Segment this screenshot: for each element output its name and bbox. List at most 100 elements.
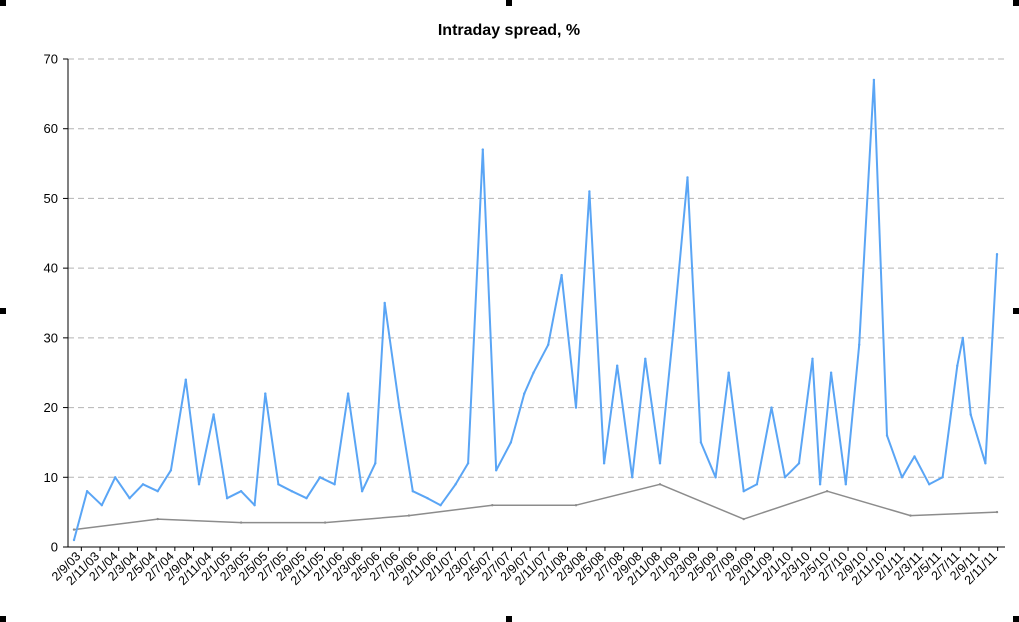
data-point — [961, 336, 964, 340]
data-point — [114, 476, 117, 479]
data-point — [532, 371, 535, 374]
data-point — [72, 528, 76, 531]
data-point — [491, 504, 494, 507]
data-point — [811, 357, 814, 360]
resize-handle-top-left[interactable] — [0, 0, 6, 6]
data-point — [383, 301, 386, 305]
data-point — [128, 497, 131, 500]
data-point — [523, 392, 526, 395]
grid-lines — [68, 58, 1005, 478]
resize-handle-bottom-right[interactable] — [1013, 616, 1019, 622]
data-point — [225, 497, 229, 500]
data-point — [290, 490, 293, 493]
y-tick-label: 20 — [44, 400, 58, 415]
y-axis-ticks: 0 10 20 30 40 50 60 70 — [44, 52, 68, 555]
data-point — [631, 476, 634, 479]
data-point — [141, 483, 145, 486]
data-point — [783, 476, 787, 479]
data-point — [797, 462, 801, 465]
data-point — [85, 490, 89, 493]
data-point — [156, 517, 159, 521]
data-point — [818, 483, 822, 486]
series — [72, 78, 999, 542]
data-point — [829, 371, 833, 374]
data-point — [742, 517, 745, 521]
data-point — [755, 483, 759, 486]
data-point — [374, 462, 377, 465]
data-point — [481, 148, 484, 151]
data-point — [900, 476, 904, 479]
y-tick-label: 70 — [44, 52, 58, 67]
data-point — [305, 497, 308, 500]
data-point — [212, 413, 215, 416]
data-point — [658, 483, 662, 486]
data-point — [169, 469, 173, 472]
data-point — [995, 253, 999, 256]
data-point — [699, 441, 703, 444]
x-axis-ticks: 2/9/032/11/032/1/042/3/042/5/042/7/042/9… — [49, 547, 1000, 588]
resize-handle-middle-right[interactable] — [1013, 308, 1019, 314]
data-point — [547, 343, 550, 346]
data-point — [770, 406, 773, 409]
data-point — [398, 406, 401, 409]
data-point — [100, 504, 104, 507]
data-point — [264, 392, 267, 395]
data-point — [411, 490, 414, 493]
data-point — [495, 469, 498, 472]
data-point — [858, 343, 861, 346]
data-point — [984, 462, 987, 465]
data-point — [969, 413, 972, 416]
data-point — [560, 273, 563, 277]
series-1 — [72, 483, 999, 531]
axes — [67, 59, 1005, 548]
series-line-0 — [73, 78, 998, 541]
data-point — [253, 504, 256, 507]
data-point — [574, 406, 578, 409]
data-point — [616, 364, 619, 367]
data-point — [913, 455, 916, 458]
data-point — [466, 462, 470, 465]
data-point — [885, 434, 889, 437]
data-point — [323, 521, 327, 524]
data-point — [941, 476, 944, 479]
data-point — [956, 364, 959, 367]
data-point — [426, 497, 429, 500]
data-point — [658, 462, 662, 465]
data-point — [239, 490, 243, 493]
data-point — [995, 510, 999, 514]
data-point — [346, 392, 350, 395]
y-tick-label: 30 — [44, 330, 58, 345]
data-point — [197, 483, 201, 486]
data-point — [574, 504, 578, 507]
data-point — [360, 490, 364, 493]
resize-handle-bottom-left[interactable] — [0, 616, 6, 622]
data-point — [909, 514, 912, 517]
series-line-1 — [73, 483, 998, 531]
data-point — [239, 521, 243, 524]
data-point — [439, 504, 442, 507]
resize-handle-top-middle[interactable] — [506, 0, 512, 6]
data-point — [928, 483, 931, 486]
data-point — [644, 357, 647, 360]
data-point — [318, 476, 322, 479]
y-tick-label: 50 — [44, 191, 58, 206]
resize-handle-bottom-middle[interactable] — [506, 616, 512, 622]
series-0 — [72, 78, 999, 542]
data-point — [727, 371, 730, 374]
data-point — [825, 490, 829, 493]
data-point — [672, 329, 675, 333]
resize-handle-top-right[interactable] — [1013, 0, 1019, 6]
data-point — [588, 190, 591, 193]
y-tick-label: 0 — [51, 540, 58, 555]
y-tick-label: 60 — [44, 121, 58, 136]
data-point — [454, 483, 457, 486]
resize-handle-middle-left[interactable] — [0, 308, 6, 314]
data-point — [686, 176, 689, 179]
data-point — [602, 462, 606, 465]
data-point — [277, 483, 280, 486]
y-tick-label: 10 — [44, 470, 58, 485]
chart-title: Intraday spread, % — [438, 22, 580, 39]
data-point — [742, 490, 745, 493]
